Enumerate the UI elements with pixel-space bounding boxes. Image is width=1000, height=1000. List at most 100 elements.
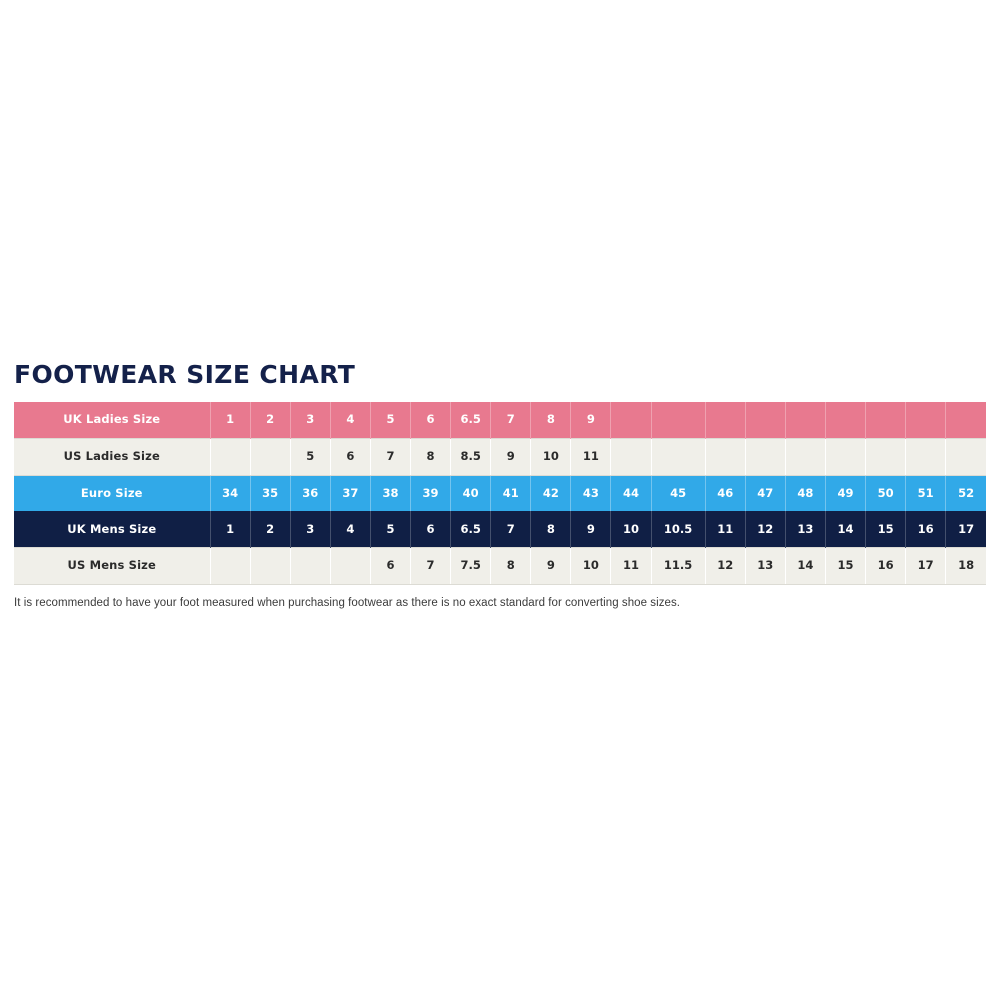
size-cell: 35 [250,475,291,512]
size-cell [825,438,867,476]
size-cell: 14 [825,511,867,548]
size-cell: 48 [785,475,826,512]
size-cell: 50 [865,475,907,512]
size-cell [330,547,371,585]
row-label: UK Ladies Size [14,402,211,439]
size-cell [865,402,907,439]
size-cell: 4 [330,402,371,439]
size-cell: 9 [490,438,532,476]
size-cell: 7.5 [450,547,492,585]
size-cell [945,402,986,439]
size-cell: 3 [290,511,331,548]
page-title: FOOTWEAR SIZE CHART [14,360,356,389]
size-cell: 16 [905,511,947,548]
size-cell: 42 [530,475,572,512]
size-cell: 1 [210,402,251,439]
size-cell: 46 [705,475,746,512]
size-cell: 8 [530,402,572,439]
size-cell: 6.5 [450,402,492,439]
size-cell: 10.5 [651,511,706,548]
row-label: US Mens Size [14,547,211,585]
size-cell [745,402,786,439]
size-cell [785,402,826,439]
size-table-body: UK Ladies Size 1 2 3 4 5 6 6.5 7 8 9 US Ladies Size… [14,402,986,585]
size-cell [825,402,867,439]
size-cell: 40 [450,475,492,512]
size-cell: 8.5 [450,438,492,476]
size-cell: 38 [370,475,412,512]
size-cell: 7 [490,511,532,548]
size-cell: 9 [570,402,612,439]
size-cell: 36 [290,475,331,512]
size-cell [745,438,786,476]
size-cell [250,547,291,585]
size-cell: 8 [530,511,572,548]
size-cell: 7 [370,438,412,476]
size-cell: 34 [210,475,251,512]
size-cell: 12 [745,511,786,548]
size-cell: 7 [410,547,452,585]
size-cell: 10 [610,511,652,548]
footwear-size-table: UK Ladies Size 1 2 3 4 5 6 6.5 7 8 9 US Ladies Size… [14,402,986,585]
size-cell [290,547,331,585]
size-cell: 15 [865,511,907,548]
size-cell [905,402,947,439]
size-cell: 45 [651,475,706,512]
size-cell [945,438,986,476]
size-cell: 8 [410,438,452,476]
size-cell [250,438,291,476]
size-cell: 14 [785,547,826,585]
table-row: UK Mens Size 1 2 3 4 5 6 6.5 7 8 9 10 10.5 11 12 13 14 15… [14,511,986,548]
size-cell: 51 [905,475,947,512]
size-cell [610,438,652,476]
size-cell [651,402,706,439]
size-cell: 5 [370,402,412,439]
size-cell: 6 [410,511,452,548]
size-cell: 13 [745,547,786,585]
size-cell: 5 [370,511,412,548]
size-cell [705,402,746,439]
size-cell: 8 [490,547,532,585]
size-cell [905,438,947,476]
size-cell: 15 [825,547,867,585]
size-cell: 18 [945,547,986,585]
size-cell: 49 [825,475,867,512]
size-cell [610,402,652,439]
size-cell: 2 [250,511,291,548]
size-cell: 1 [210,511,251,548]
size-cell: 12 [705,547,746,585]
row-label: US Ladies Size [14,438,211,476]
size-cell: 13 [785,511,826,548]
size-cell: 17 [945,511,986,548]
size-cell: 6 [330,438,371,476]
table-row: US Ladies Size 5 6 7 8 8.5 9 10 11 [14,438,986,476]
size-cell: 11.5 [651,547,706,585]
size-cell: 16 [865,547,907,585]
size-cell [705,438,746,476]
size-cell: 4 [330,511,371,548]
size-cell: 44 [610,475,652,512]
size-cell: 9 [570,511,612,548]
size-cell: 7 [490,402,532,439]
size-cell: 10 [530,438,572,476]
footwear-size-chart-block: FOOTWEAR SIZE CHART UK Ladies Size 1 2 3 4 5 6… [14,360,986,611]
size-cell: 11 [610,547,652,585]
size-cell [651,438,706,476]
size-cell: 2 [250,402,291,439]
size-cell: 6 [370,547,412,585]
size-cell: 47 [745,475,786,512]
size-cell: 17 [905,547,947,585]
size-cell [210,547,251,585]
size-cell: 5 [290,438,331,476]
row-label: Euro Size [14,475,211,512]
row-label: UK Mens Size [14,511,211,548]
table-row: UK Ladies Size 1 2 3 4 5 6 6.5 7 8 9 [14,402,986,439]
size-cell: 39 [410,475,452,512]
size-cell: 10 [570,547,612,585]
size-cell: 41 [490,475,532,512]
size-cell: 43 [570,475,612,512]
size-cell [865,438,907,476]
size-cell: 11 [705,511,746,548]
size-cell: 6.5 [450,511,492,548]
